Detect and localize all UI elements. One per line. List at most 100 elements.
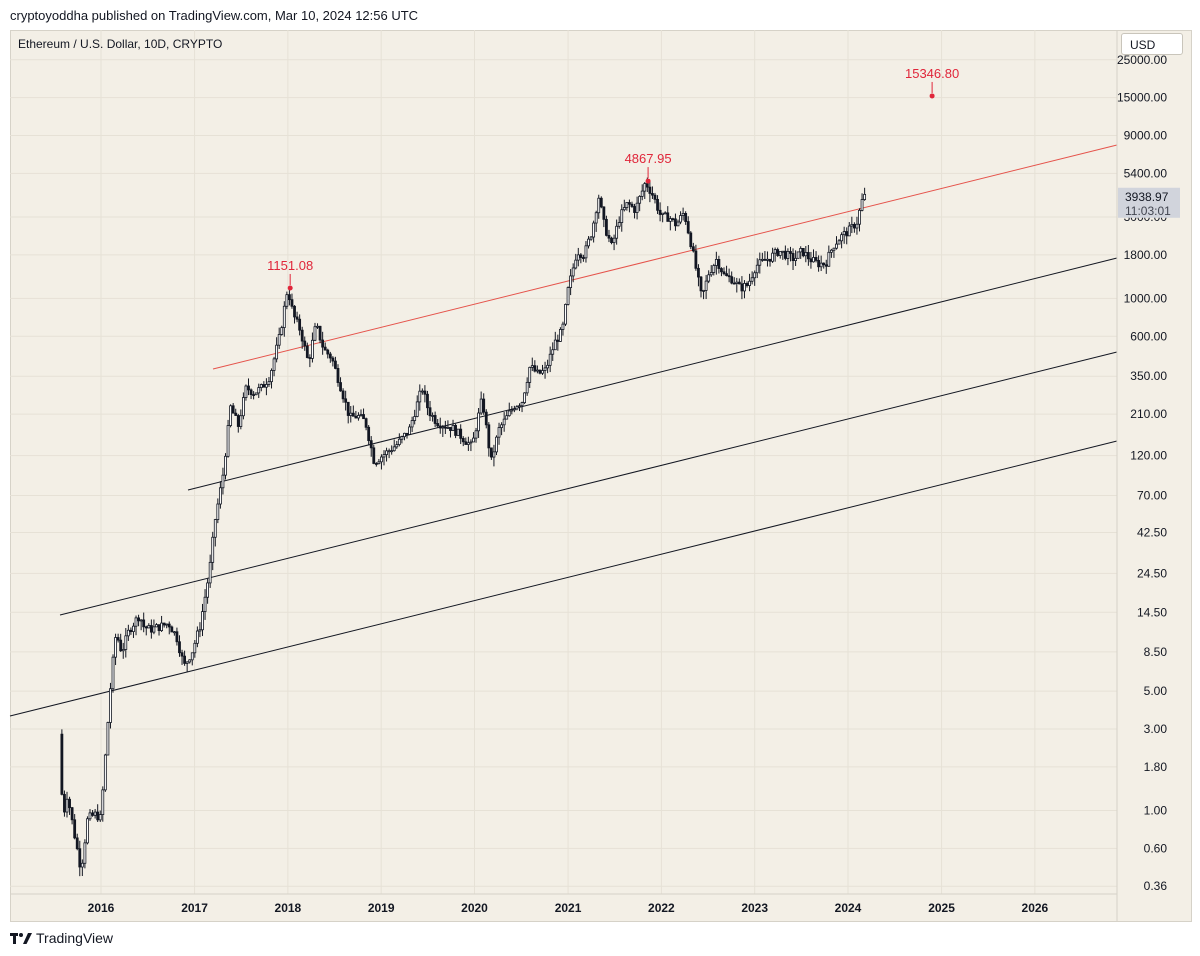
candle-body <box>244 385 248 398</box>
candle-body <box>180 652 184 657</box>
candle-body <box>587 238 590 247</box>
candle-body <box>420 390 424 393</box>
candle-body <box>331 357 335 362</box>
candle-body <box>257 387 261 394</box>
candle-body <box>707 274 711 282</box>
candle-body <box>60 733 64 795</box>
candle-body <box>109 688 112 723</box>
channel-line-3[interactable] <box>9 440 1118 717</box>
candle-body <box>162 622 166 626</box>
candle-body <box>160 622 163 632</box>
price-tick-label: 9000.00 <box>1124 129 1168 143</box>
candle-body <box>535 369 539 372</box>
candle-body <box>599 197 603 208</box>
candle-body <box>142 619 146 628</box>
channel-line-2[interactable] <box>59 351 1118 616</box>
candle-body <box>523 392 527 404</box>
candle-body <box>290 299 294 307</box>
channel-line-1[interactable] <box>187 257 1118 491</box>
candle-body <box>512 408 516 411</box>
candle-body <box>188 659 192 663</box>
candle-body <box>663 212 667 215</box>
candle-body <box>426 393 429 409</box>
candle-body <box>68 798 71 809</box>
candle-body <box>709 272 713 276</box>
candle-body <box>80 862 84 868</box>
candle-body <box>83 842 87 864</box>
candle-body <box>822 262 826 266</box>
candle-body <box>725 273 728 277</box>
candle-body <box>213 519 217 538</box>
candle-body <box>316 325 319 328</box>
upper-red-channel-line[interactable] <box>212 144 1118 370</box>
candle-body <box>300 329 304 342</box>
candle-body <box>755 264 759 274</box>
candle-body <box>119 639 123 652</box>
annotation-point[interactable] <box>287 285 293 291</box>
price-tick-label: 1.80 <box>1144 760 1168 774</box>
annotation-label: 4867.95 <box>625 151 672 166</box>
candle-body <box>70 807 74 821</box>
candle-body <box>783 250 787 259</box>
candle-body <box>691 246 695 252</box>
candle-body <box>786 251 790 259</box>
candle-body <box>247 385 250 391</box>
candle-body <box>546 364 550 369</box>
annotation-point[interactable] <box>645 178 651 184</box>
candle-body <box>842 231 846 236</box>
candle-body <box>454 424 457 436</box>
candle-body <box>382 454 386 458</box>
candle-body <box>648 186 652 194</box>
tradingview-footer[interactable]: TradingView <box>10 930 113 946</box>
candle-body <box>121 649 125 652</box>
candle-body <box>298 318 302 331</box>
candle-body <box>847 225 851 237</box>
candle-body <box>671 218 675 221</box>
candle-body <box>183 655 186 664</box>
candle-body <box>134 617 138 627</box>
candle-body <box>86 818 89 844</box>
annotation-point[interactable] <box>929 93 935 99</box>
candle-body <box>630 203 634 207</box>
candle-body <box>132 625 135 633</box>
candle-body <box>313 326 317 341</box>
time-tick-label: 2024 <box>835 901 862 915</box>
candle-body <box>829 249 833 253</box>
candle-body <box>505 415 509 420</box>
candle-body <box>686 221 690 234</box>
candle-body <box>328 353 332 359</box>
candle-body <box>144 626 148 629</box>
price-tick-label: 0.60 <box>1144 841 1168 855</box>
candle-body <box>270 370 273 383</box>
candle-body <box>93 811 97 816</box>
last-price-value: 3938.97 <box>1125 190 1169 204</box>
candle-body <box>771 252 774 262</box>
chart-frame[interactable] <box>10 30 1192 922</box>
currency-button[interactable]: USD <box>1121 33 1183 55</box>
candle-body <box>497 427 501 438</box>
candle-body <box>737 281 741 285</box>
candle-body <box>459 428 463 439</box>
price-tick-label: 350.00 <box>1130 369 1167 383</box>
time-tick-label: 2022 <box>648 901 675 915</box>
candle-body <box>308 357 312 359</box>
candle-body <box>781 250 785 253</box>
candle-body <box>438 425 442 429</box>
candle-body <box>341 390 345 400</box>
candle-body <box>469 441 473 444</box>
candle-body <box>241 397 245 417</box>
candle-body <box>461 437 465 443</box>
time-tick-label: 2019 <box>368 901 395 915</box>
symbol-label: Ethereum / U.S. Dollar, 10D, CRYPTO <box>18 37 223 51</box>
candle-body <box>326 349 330 355</box>
candle-body <box>400 436 404 440</box>
candle-body <box>195 630 199 644</box>
candle-body <box>541 370 544 374</box>
candles <box>60 177 867 877</box>
candle-body <box>175 631 179 643</box>
candle-body <box>152 626 156 633</box>
candle-body <box>661 212 665 215</box>
candle-body <box>778 251 782 256</box>
candle-body <box>819 262 823 268</box>
